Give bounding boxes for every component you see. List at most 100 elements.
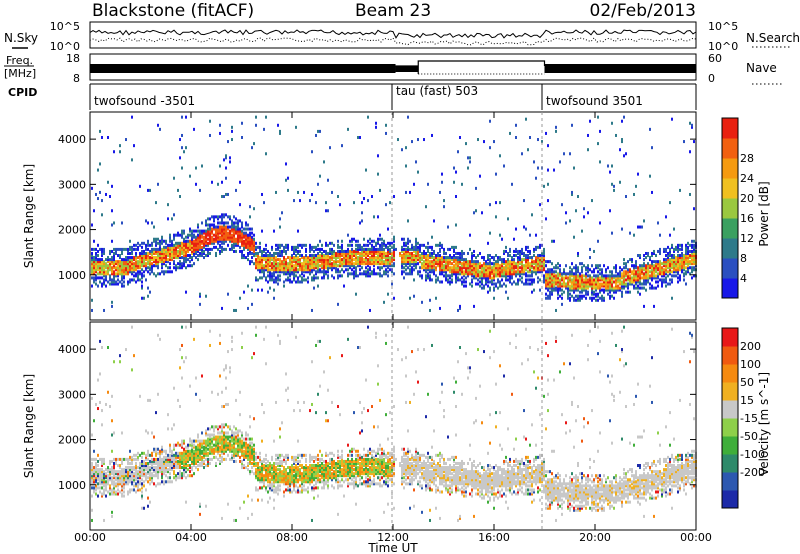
power-cell [509, 247, 511, 251]
nsky-tick-top: 10^5 [50, 20, 80, 33]
power-cell [363, 249, 365, 253]
power-cell [555, 286, 557, 290]
power-cell [197, 223, 199, 227]
power-cell [111, 256, 113, 260]
power-cell [373, 239, 375, 243]
power-cell [145, 256, 147, 260]
velocity-cell [93, 468, 95, 472]
power-cell [457, 308, 459, 312]
power-cell [669, 251, 671, 255]
power-cell [217, 247, 219, 251]
power-cell [389, 258, 391, 262]
power-cell [541, 254, 543, 258]
power-cell [543, 256, 545, 260]
power-cell [451, 274, 453, 278]
power-cell [665, 215, 667, 219]
power-cell [105, 272, 107, 276]
power-cell [573, 290, 575, 294]
power-cell [259, 270, 261, 274]
power-cell [143, 262, 145, 266]
velocity-cell [149, 474, 151, 478]
power-cell [267, 280, 269, 284]
power-cell [261, 260, 263, 264]
power-cell [531, 264, 533, 268]
power-cell [585, 288, 587, 292]
velocity-cell [103, 461, 105, 465]
power-cell [563, 272, 565, 276]
power-cell [613, 290, 615, 294]
velocity-cell [179, 466, 181, 470]
power-cell [611, 270, 613, 274]
power-cell [199, 235, 201, 239]
power-cell [625, 278, 627, 282]
power-cell [411, 258, 413, 262]
velocity-cell [91, 468, 93, 472]
power-cell [433, 258, 435, 262]
velocity-cell [109, 492, 111, 496]
power-cell [457, 258, 459, 262]
velocity-cell [119, 354, 121, 358]
power-cell [139, 260, 141, 264]
power-cell [501, 272, 503, 276]
velocity-cell [157, 476, 159, 480]
power-cell [575, 278, 577, 282]
velocity-cell [203, 439, 205, 443]
velocity-scatter [91, 325, 697, 522]
power-cell [519, 272, 521, 276]
power-cell [157, 272, 159, 276]
power-cell [345, 260, 347, 264]
power-cell [497, 260, 499, 264]
power-cell [569, 286, 571, 290]
power-cell [487, 258, 489, 262]
power-cell [285, 258, 287, 262]
power-cell [527, 264, 529, 268]
power-cell [359, 245, 361, 249]
power-cell [207, 223, 209, 227]
power-cell [513, 254, 515, 258]
power-cell [285, 249, 287, 253]
power-cell [219, 229, 221, 233]
power-cell [623, 280, 625, 284]
power-cell [543, 278, 545, 282]
velocity-cell [161, 464, 163, 468]
power-cell [533, 254, 535, 258]
power-cell [381, 254, 383, 258]
power-cell [337, 245, 339, 249]
power-cell [91, 260, 93, 264]
power-cell [137, 247, 139, 251]
power-cell [141, 264, 143, 268]
power-cell [281, 254, 283, 258]
power-cell [427, 276, 429, 280]
power-cell [473, 276, 475, 280]
power-cell [265, 152, 267, 156]
velocity-cell [145, 468, 147, 472]
power-cell [595, 266, 597, 270]
power-cell [167, 243, 169, 247]
power-cell [359, 136, 361, 139]
power-cell [357, 256, 359, 260]
velocity-cell [205, 447, 207, 451]
power-cell [601, 274, 603, 278]
power-cell [579, 284, 581, 288]
power-cell [295, 125, 297, 129]
power-cell [575, 272, 577, 276]
power-cell [495, 262, 497, 266]
power-cell [667, 270, 669, 274]
power-cell [617, 280, 619, 284]
power-cell [671, 274, 673, 278]
power-cell [679, 256, 681, 260]
power-cell [595, 280, 597, 284]
power-cell [153, 260, 155, 264]
power-cell [221, 180, 223, 184]
power-cell [129, 256, 131, 260]
velocity-cell [173, 455, 175, 459]
power-cell [291, 272, 293, 276]
power-cell [239, 235, 241, 239]
power-cell [315, 276, 317, 280]
power-cell [685, 249, 687, 253]
power-cell [195, 237, 197, 241]
power-cell [535, 247, 537, 251]
power-cell [291, 254, 293, 258]
velocity-cell [127, 459, 129, 463]
power-cell [505, 245, 507, 249]
